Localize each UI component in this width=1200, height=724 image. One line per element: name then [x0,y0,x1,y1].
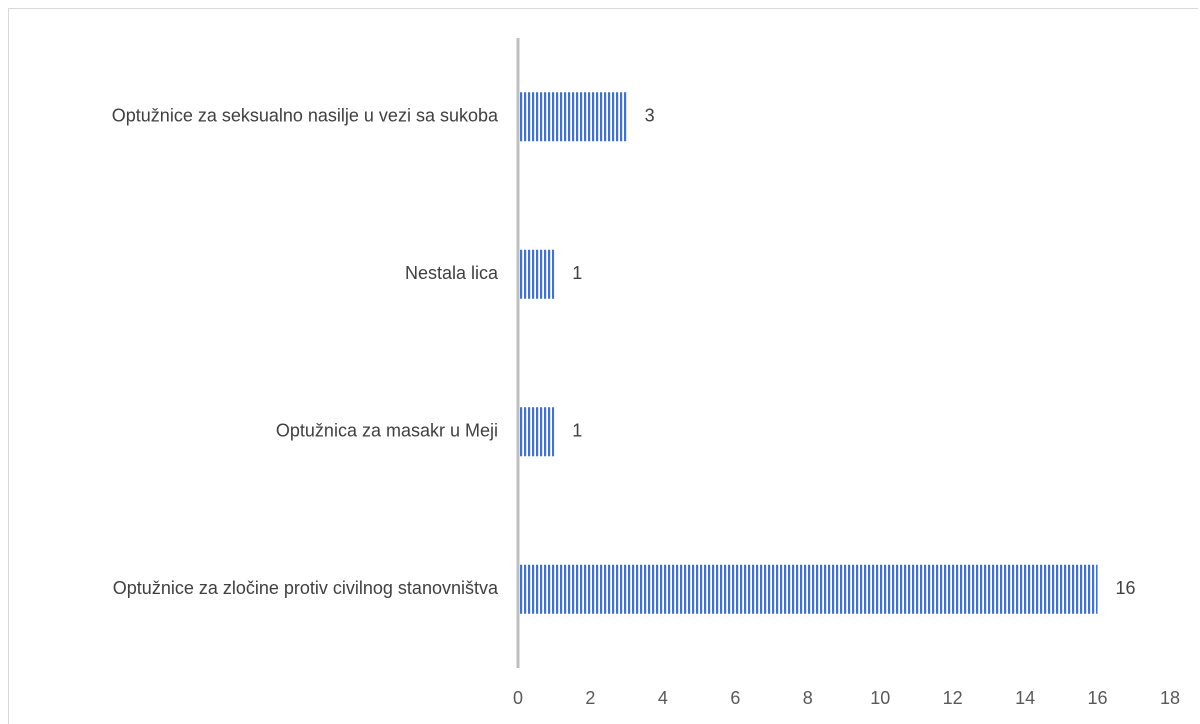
category-label: Optužnice za zločine protiv civilnog sta… [113,578,499,598]
bar-3 [518,407,555,457]
bar-2 [518,249,555,299]
x-tick-label: 8 [803,688,813,708]
x-tick-label: 16 [1088,688,1108,708]
category-label: Nestala lica [405,263,499,283]
x-tick-label: 12 [943,688,963,708]
data-labels: 3 1 1 16 [572,106,1135,599]
data-label: 3 [645,106,655,126]
category-label: Optužnica za masakr u Meji [276,421,498,441]
x-tick-label: 6 [730,688,740,708]
data-label: 1 [572,421,582,441]
x-tick-label: 2 [585,688,595,708]
x-tick-label: 18 [1160,688,1180,708]
x-axis-ticks: 0 2 4 6 8 10 12 14 16 18 [513,688,1180,708]
category-labels: Optužnice za seksualno nasilje u vezi sa… [112,106,499,599]
x-tick-label: 10 [870,688,890,708]
data-label: 1 [572,263,582,283]
x-tick-label: 0 [513,688,523,708]
bar-1 [518,92,627,142]
x-tick-label: 14 [1015,688,1035,708]
x-tick-label: 4 [658,688,668,708]
data-label: 16 [1116,578,1136,598]
bars-group [518,92,1098,614]
bar-4 [518,564,1098,614]
category-label: Optužnice za seksualno nasilje u vezi sa… [112,106,499,126]
chart-frame [8,8,1198,724]
